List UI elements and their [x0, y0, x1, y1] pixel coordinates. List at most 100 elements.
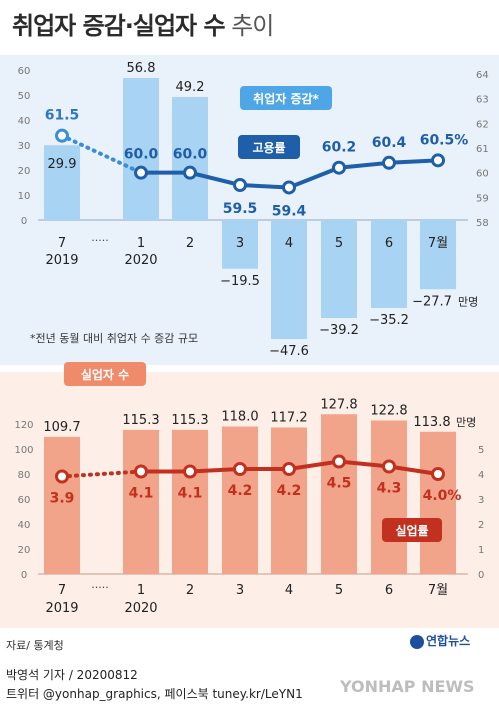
employment-change-tag-text: 취업자 증감*	[253, 91, 319, 106]
page-title: 취업자 증감·실업자 수 추이	[12, 6, 274, 41]
year-label-top: 2019	[45, 253, 78, 268]
employment-change-bar	[123, 78, 159, 220]
right-tick-top: 62	[476, 119, 489, 130]
unit-label-bottom: 만명	[456, 416, 476, 429]
employment-rate-point	[382, 155, 396, 170]
right-tick-bottom: 2	[478, 520, 484, 531]
unemployment-rate-label: 3.9	[50, 491, 75, 507]
left-tick-bottom: 20	[18, 545, 31, 556]
right-tick-top: 63	[476, 95, 489, 106]
unemployed-label: 115.3	[171, 413, 208, 428]
unemployment-rate-label: 4.1	[129, 486, 154, 502]
employment-rate-point	[431, 153, 445, 168]
employment-change-label: −35.2	[369, 313, 409, 328]
x-tick-bottom: 1	[137, 583, 145, 598]
left-tick-top: 10	[18, 191, 31, 202]
x-tick-top: 6	[385, 236, 393, 251]
unemployment-rate-label: 4.5	[327, 476, 352, 492]
unemployment-rate-point	[183, 464, 197, 479]
unemployed-bar	[123, 429, 159, 574]
employment-rate-label: 60.4	[372, 135, 407, 151]
employment-rate-label: 59.5	[223, 201, 258, 217]
left-tick-top: 30	[18, 141, 31, 152]
x-tick-bottom: 5	[335, 583, 343, 598]
logo-text: 연합뉴스	[426, 634, 471, 648]
employment-change-label: −19.5	[220, 274, 260, 289]
unemployed-bar	[371, 420, 407, 574]
employment-change-label: 49.2	[176, 80, 205, 95]
right-tick-bottom: 0	[478, 570, 484, 581]
right-tick-top: 59	[476, 193, 489, 204]
employment-change-label: 56.8	[127, 61, 156, 76]
employment-rate-point	[183, 165, 197, 180]
employment-rate-point	[332, 160, 346, 175]
x-tick-bottom: 7월	[428, 583, 448, 598]
employment-rate-point	[134, 165, 148, 180]
unemployment-rate-label: 4.2	[228, 483, 253, 499]
employment-rate-point	[233, 178, 247, 192]
employment-rate-label: 60.0	[173, 147, 208, 163]
left-tick-bottom: 100	[14, 445, 33, 456]
left-tick-top: 40	[18, 116, 31, 127]
unemployment-rate-tag-text: 실업률	[395, 523, 428, 538]
employment-rate-label: 60.2	[322, 140, 357, 156]
right-tick-top: 61	[476, 144, 489, 155]
watermark: YONHAP NEWS	[340, 677, 475, 696]
employment-rate-label: 60.5%	[420, 132, 469, 148]
left-tick-bottom: 40	[18, 520, 31, 531]
unemployment-rate-label: 4.3	[377, 481, 402, 497]
left-tick-bottom: 120	[14, 420, 33, 431]
sns-line: 트위터 @yonhap_graphics, 페이스북 tuney.kr/LeYN…	[6, 687, 303, 701]
x-tick-bottom: 4	[285, 583, 293, 598]
right-tick-top: 58	[476, 218, 489, 229]
employment-change-label: −47.6	[269, 344, 309, 359]
x-tick-bottom: 2	[186, 583, 194, 598]
employment-rate-label: 60.0	[124, 147, 159, 163]
unemployed-bar	[222, 426, 258, 574]
unemployment-rate-label: 4.0%	[423, 488, 462, 504]
unemployed-tag	[64, 362, 146, 386]
employment-rate-dotted-link	[60, 133, 143, 175]
employment-rate-label: 59.4	[272, 203, 307, 219]
employment-change-bar	[420, 220, 456, 290]
employment-rate-tag	[238, 135, 300, 159]
unemployment-rate-point	[282, 462, 296, 476]
credit-line: 박영석 기자 / 20200812	[6, 668, 138, 682]
x-tick-top: 1	[137, 236, 145, 251]
unemployed-bar	[271, 427, 307, 574]
employment-change-bar	[222, 220, 258, 269]
x-tick-top: 7월	[428, 236, 448, 251]
unemployment-rate-label: 4.2	[277, 483, 302, 499]
left-tick-bottom: 60	[18, 495, 31, 506]
yonhap-logo: 연합뉴스	[410, 632, 470, 649]
ellipsis-top: ·····	[91, 234, 108, 247]
unemployment-rate-dotted-link	[60, 469, 143, 479]
employment-rate-point	[282, 180, 296, 195]
employment-change-label: 29.9	[48, 157, 77, 172]
employment-change-bar	[44, 145, 80, 220]
employment-rate-label: 61.5	[45, 108, 80, 124]
year-label-top: 2020	[124, 253, 157, 268]
employment-change-bar	[172, 97, 208, 220]
employment-rate-tag-text: 고용률	[252, 140, 285, 155]
right-tick-bottom: 4	[478, 470, 484, 481]
unit-label-top: 만명	[458, 295, 478, 308]
x-tick-top: 7	[58, 236, 66, 251]
right-tick-top: 60	[476, 169, 489, 180]
unemployment-rate-point	[55, 469, 69, 484]
footnote: *전년 동월 대비 취업자 수 증감 규모	[30, 332, 198, 345]
unemployment-rate-point	[332, 454, 346, 469]
right-tick-top: 64	[476, 70, 489, 81]
left-tick-top: 20	[18, 166, 31, 177]
x-tick-bottom: 6	[385, 583, 393, 598]
employment-change-label: −39.2	[319, 323, 359, 338]
right-tick-bottom: 3	[478, 495, 484, 506]
x-tick-top: 2	[186, 236, 194, 251]
unemployed-label: 115.3	[122, 413, 159, 428]
unemployment-rate-label: 4.1	[178, 486, 203, 502]
unemployed-bar	[44, 436, 80, 574]
unemployed-label: 127.8	[320, 397, 357, 412]
unemployed-label: 109.7	[43, 420, 80, 435]
